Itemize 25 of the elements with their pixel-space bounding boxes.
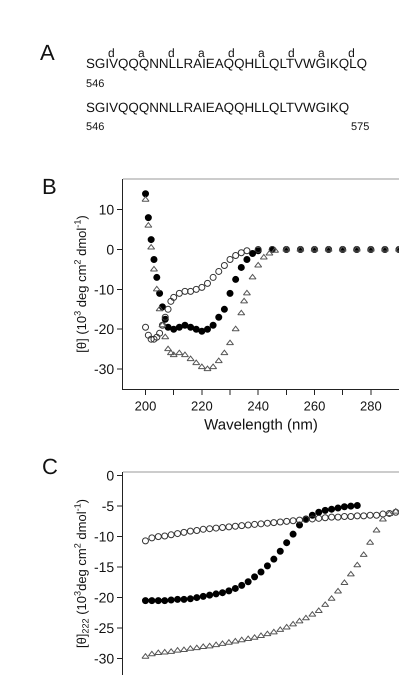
y-tick-label: -25 — [94, 620, 114, 636]
y-tick-label: -5 — [102, 498, 114, 514]
y-tick-label: -15 — [94, 559, 114, 575]
text: 575 — [351, 121, 370, 133]
text: A — [40, 40, 55, 66]
text: C — [42, 454, 58, 479]
x-tick-label: 220 — [191, 398, 213, 414]
text: B — [42, 174, 57, 199]
y-tick-label: 0 — [106, 468, 114, 484]
y-tick-label: -30 — [94, 650, 114, 666]
x-tick-label: 280 — [360, 398, 382, 414]
x-tick-label: 240 — [247, 398, 270, 414]
y-tick-label: -30 — [94, 360, 114, 377]
y-tick-label: 10 — [98, 202, 114, 218]
y-tick-label: -10 — [94, 528, 114, 545]
x-tick-label: 260 — [304, 398, 326, 414]
x-tick-label: 200 — [134, 398, 156, 414]
x-axis-title: Wavelength (nm) — [204, 416, 318, 434]
text: 546 — [86, 78, 104, 90]
y-tick-label: -20 — [94, 321, 114, 338]
text: 546 — [86, 121, 104, 133]
y-tick-label: -10 — [94, 281, 114, 298]
text: SGIVQQQNNLLRAIEAQQHLLQLTVWGIKQ — [86, 100, 350, 115]
y-tick-label: -20 — [94, 589, 114, 606]
y-tick-label: 0 — [106, 241, 114, 258]
